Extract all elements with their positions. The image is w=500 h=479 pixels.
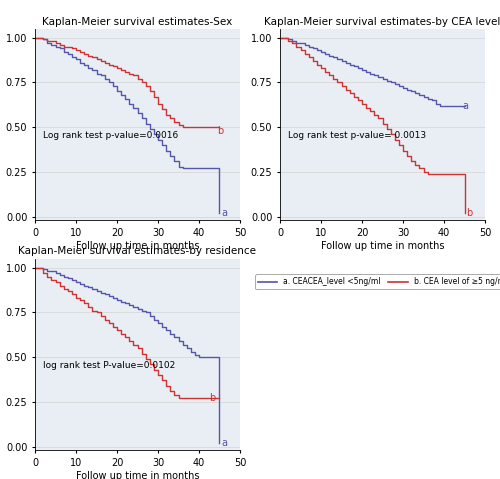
- Text: Log rank test p-value=0.0016: Log rank test p-value=0.0016: [43, 131, 178, 140]
- Title: Kaplan-Meier survival estimates-by CEA level: Kaplan-Meier survival estimates-by CEA l…: [264, 17, 500, 26]
- Title: Kaplan-Meier survival estimates-by residence: Kaplan-Meier survival estimates-by resid…: [18, 247, 256, 256]
- Text: a: a: [462, 101, 468, 111]
- Text: a: a: [222, 208, 228, 218]
- Text: b: b: [466, 208, 473, 218]
- Text: b: b: [209, 393, 216, 403]
- Text: log rank test P-value=0.0102: log rank test P-value=0.0102: [43, 361, 176, 370]
- X-axis label: Follow up time in months: Follow up time in months: [76, 471, 199, 479]
- Text: a: a: [222, 438, 228, 448]
- X-axis label: Follow up time in months: Follow up time in months: [76, 241, 199, 251]
- Text: Log rank test p-value= 0.0013: Log rank test p-value= 0.0013: [288, 131, 426, 140]
- Title: Kaplan-Meier survival estimates-Sex: Kaplan-Meier survival estimates-Sex: [42, 17, 232, 26]
- Legend: a. CEACEA_level <5ng/ml, b. CEA level of ≥5 ng/ml: a. CEACEA_level <5ng/ml, b. CEA level of…: [255, 274, 500, 289]
- Legend: a.Male, b.Female: a.Male, b.Female: [76, 274, 200, 289]
- Text: b: b: [218, 126, 224, 136]
- X-axis label: Follow up time in months: Follow up time in months: [321, 241, 444, 251]
